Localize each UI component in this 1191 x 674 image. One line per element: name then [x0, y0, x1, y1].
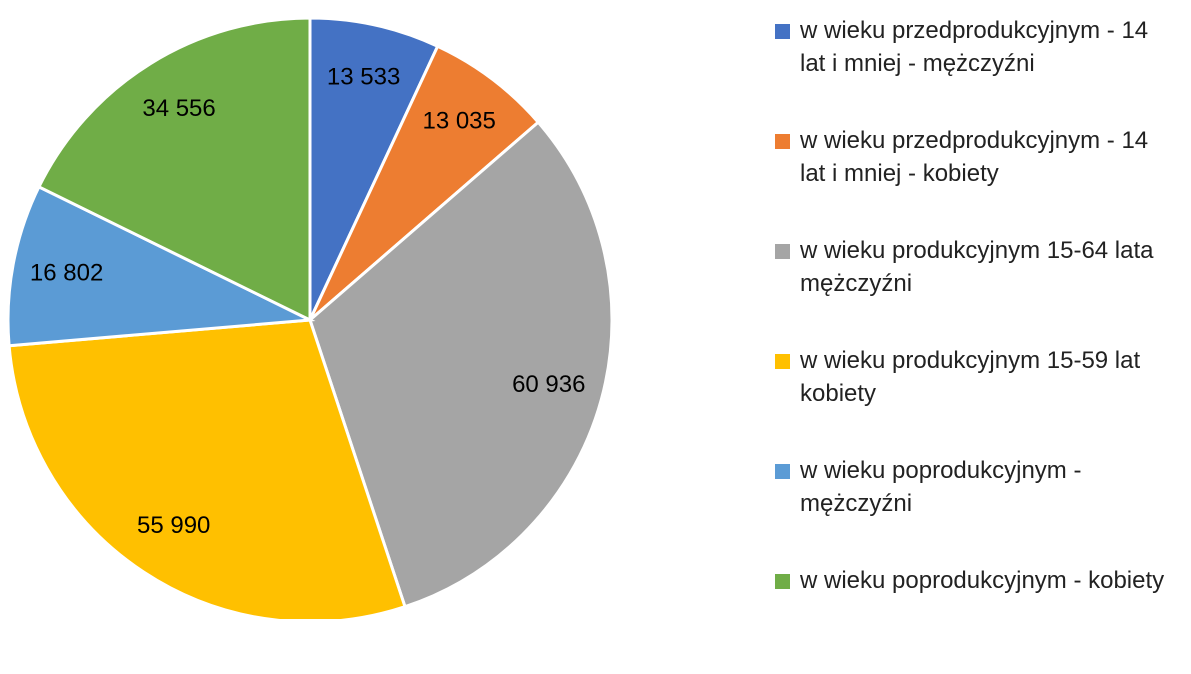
- pie-slice: [308, 44, 541, 322]
- legend-label: w wieku produkcyjnym 15-59 lat kobiety: [800, 347, 1141, 407]
- legend-swatch: [775, 24, 790, 39]
- data-label: 34 556: [142, 95, 215, 122]
- legend-item: w wieku przedprodukcyjnym - 14 lat i mni…: [775, 124, 1175, 234]
- legend-label: w wieku przedprodukcyjnym - 14 lat i mni…: [800, 127, 1149, 187]
- legend-swatch: [775, 244, 790, 259]
- chart: 13 533 13 035 60 936 55 990 16 802 34 556: [6, 16, 614, 619]
- legend-swatch: [775, 574, 790, 589]
- data-label: 16 802: [30, 260, 103, 287]
- data-label: 13 533: [327, 64, 400, 91]
- legend-swatch: [775, 134, 790, 149]
- legend-label: w wieku produkcyjnym 15-64 lata mężczyźn…: [800, 237, 1154, 297]
- pie-slice: [308, 120, 614, 609]
- legend-swatch: [775, 464, 790, 479]
- legend: w wieku przedprodukcyjnym - 14 lat i mni…: [775, 14, 1175, 674]
- legend-swatch: [775, 354, 790, 369]
- legend-label: w wieku poprodukcyjnym - mężczyźni: [800, 457, 1082, 517]
- legend-item: w wieku poprodukcyjnym - kobiety: [775, 564, 1175, 674]
- legend-label: w wieku poprodukcyjnym - kobiety: [800, 567, 1165, 594]
- data-label: 13 035: [422, 108, 495, 135]
- legend-item: w wieku przedprodukcyjnym - 14 lat i mni…: [775, 14, 1175, 124]
- pie-slice: [6, 184, 316, 348]
- page: 13 533 13 035 60 936 55 990 16 802 34 556 w w…: [6, 16, 1165, 619]
- data-label: 60 936: [512, 371, 585, 398]
- legend-item: w wieku produkcyjnym 15-64 lata mężczyźn…: [775, 234, 1175, 344]
- legend-item: w wieku produkcyjnym 15-59 lat kobiety: [775, 344, 1175, 454]
- pie-slice: [308, 16, 440, 321]
- pie-slice: [7, 318, 407, 619]
- legend-label: w wieku przedprodukcyjnym - 14 lat i mni…: [800, 17, 1149, 77]
- legend-item: w wieku poprodukcyjnym - mężczyźni: [775, 454, 1175, 564]
- data-label: 55 990: [137, 512, 210, 539]
- pie-slice: [36, 16, 312, 323]
